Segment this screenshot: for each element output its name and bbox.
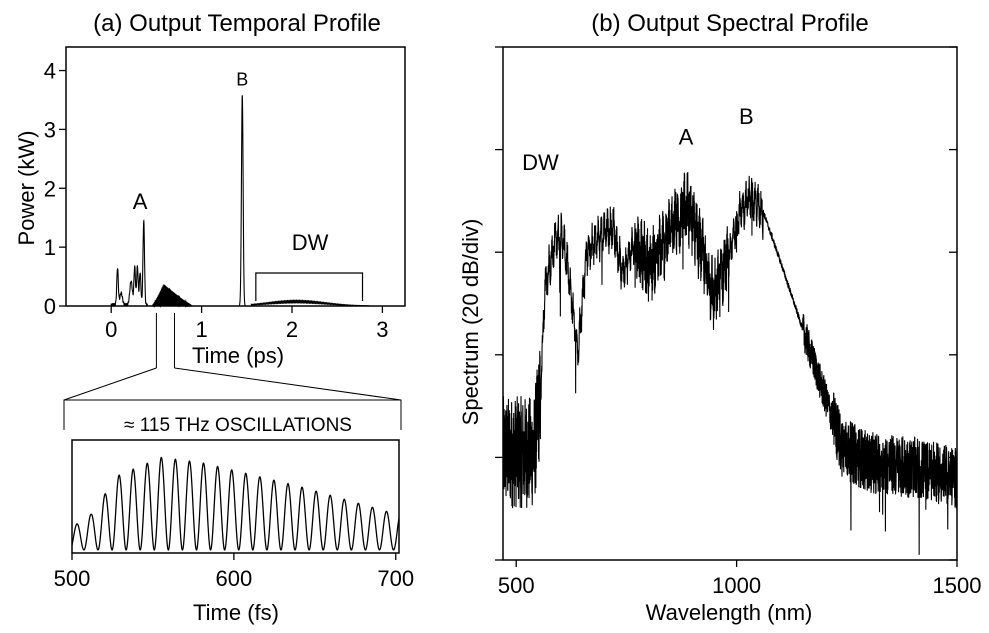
spectral-annotation-b: B: [739, 104, 754, 129]
inset-bracket: [63, 399, 402, 430]
spectral-x-tick-label: 1000: [712, 573, 761, 598]
oscillation-inset-plot: 500 600 700: [54, 367, 414, 591]
inset-title: ≈ 115 THz OSCILLATIONS: [124, 415, 352, 436]
temporal-y-tick-label: 4: [44, 59, 56, 84]
temporal-y-tick-label: 0: [44, 294, 56, 319]
temporal-annotation-a: A: [133, 189, 148, 214]
temporal-x-tick-label: 1: [195, 317, 207, 342]
temporal-y-tick-label: 3: [44, 117, 56, 142]
spectral-annotation-a: A: [679, 124, 694, 149]
spectral-plot-frame: [502, 46, 958, 561]
temporal-x-tick-label: 0: [105, 317, 117, 342]
zoom-guide-left: [63, 367, 157, 401]
dw-bracket: [255, 272, 364, 301]
panel-b-title: (b) Output Spectral Profile: [591, 10, 868, 37]
spectral-y-axis-label: Spectrum (20 dB/div): [458, 219, 483, 426]
temporal-y-tick-label: 1: [44, 235, 56, 260]
spectral-x-axis-label: Wavelength (nm): [646, 600, 813, 625]
panel-a-title: (a) Output Temporal Profile: [93, 10, 381, 37]
zoom-guide-right: [174, 367, 402, 401]
temporal-annotation-dw: DW: [292, 230, 329, 255]
inset-x-tick-label: 700: [377, 566, 414, 591]
temporal-x-axis-label: Time (ps): [192, 343, 284, 368]
temporal-power-trace: [66, 95, 405, 309]
temporal-y-tick-label: 2: [44, 176, 56, 201]
temporal-annotation-b: B: [236, 69, 248, 89]
spectrum-trace: [502, 172, 958, 555]
inset-x-axis-label: Time (fs): [193, 600, 279, 625]
temporal-y-axis-label: Power (kW): [14, 131, 39, 246]
spectral-plot: 500 1000 1500 DW A B: [495, 46, 982, 598]
spectral-annotation-dw: DW: [522, 150, 559, 175]
spectral-x-tick-label: 500: [498, 573, 535, 598]
temporal-x-tick-label: 3: [376, 317, 388, 342]
inset-x-tick-label: 600: [216, 566, 253, 591]
inset-plot-frame: [71, 439, 400, 554]
inset-x-tick-label: 500: [54, 566, 91, 591]
spectral-x-tick-label: 1500: [933, 573, 982, 598]
temporal-plot: 0 1 2 3 0 1 2 3 4 A B DW: [44, 46, 406, 368]
oscillation-trace: [71, 456, 400, 551]
temporal-x-tick-label: 2: [286, 317, 298, 342]
